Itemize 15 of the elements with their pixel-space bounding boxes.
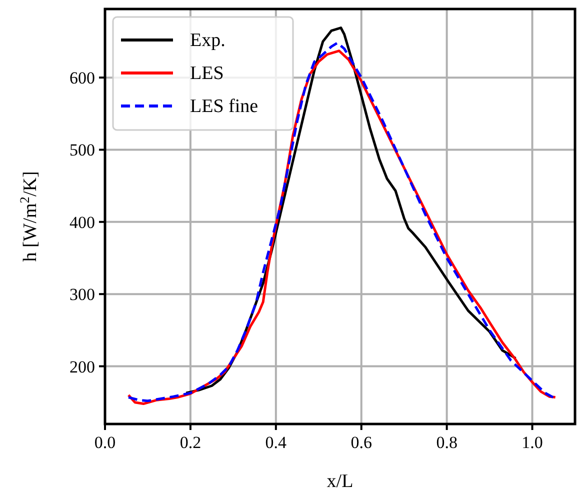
- x-tick-label: 0.6: [350, 433, 372, 452]
- y-tick-label: 400: [70, 212, 95, 232]
- x-tick-label: 0.4: [265, 433, 288, 452]
- y-tick-label: 300: [70, 285, 95, 304]
- y-tick-label: 500: [70, 140, 95, 160]
- y-tick-label: 200: [70, 357, 95, 376]
- legend-label: Exp.: [190, 30, 226, 51]
- legend-label: LES: [190, 63, 224, 84]
- x-axis-title: x/L: [326, 471, 354, 492]
- x-tick-label: 0.0: [94, 433, 116, 452]
- x-tick-label: 0.8: [436, 433, 458, 452]
- x-tick-label: 1.0: [522, 433, 543, 452]
- legend-label: LES fine: [190, 96, 258, 117]
- x-tick-label: 0.2: [180, 433, 202, 452]
- y-tick-label: 600: [70, 68, 95, 88]
